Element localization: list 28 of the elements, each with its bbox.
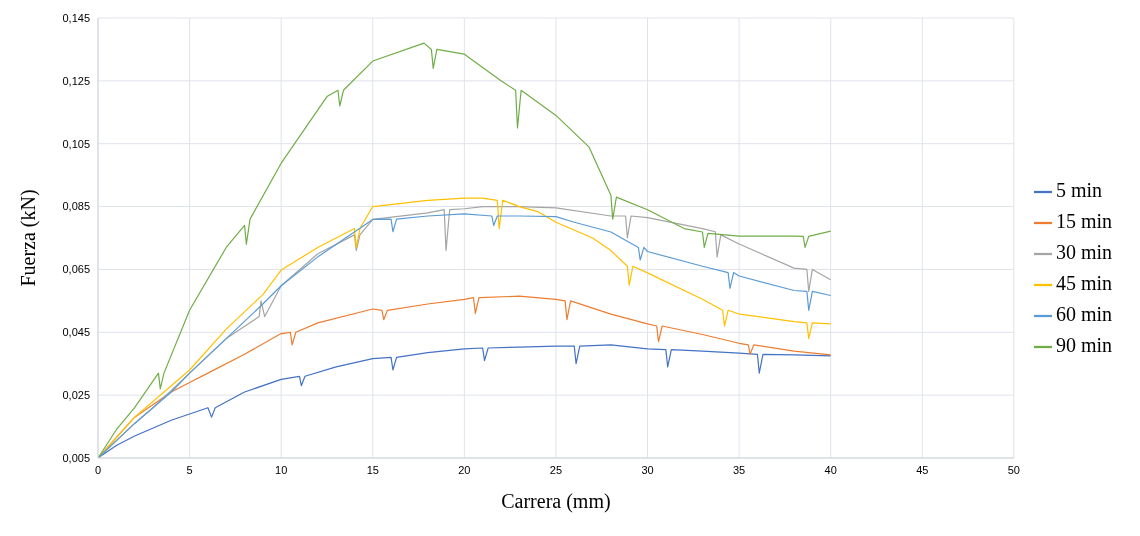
x-tick-label: 0 [94, 463, 102, 476]
legend-label: 60 min [1055, 303, 1112, 325]
y-tick-label: 0,145 [62, 11, 90, 24]
legend-label: 15 min [1055, 210, 1112, 232]
x-tick-label: 45 [916, 463, 929, 476]
y-tick-label: 0,005 [62, 451, 90, 464]
y-tick-label: 0,045 [62, 326, 90, 339]
x-tick-label: 25 [549, 463, 563, 476]
legend-label: 45 min [1055, 272, 1112, 294]
x-tick-label: 50 [1007, 463, 1020, 476]
x-tick-label: 20 [458, 463, 471, 476]
y-tick-label: 0,105 [62, 137, 90, 150]
x-tick-label: 10 [275, 463, 288, 476]
y-tick-label: 0,085 [62, 200, 90, 213]
legend-label: 90 min [1055, 334, 1112, 356]
x-tick-label: 35 [732, 463, 746, 476]
x-tick-label: 30 [641, 463, 654, 476]
x-axis-title: Carrera (mm) [501, 490, 611, 513]
y-tick-label: 0,125 [62, 74, 90, 87]
legend-label: 30 min [1055, 241, 1112, 263]
x-tick-label: 5 [186, 463, 193, 476]
y-tick-label: 0,065 [62, 263, 90, 276]
line-series [98, 42, 832, 458]
legend-label: 5 min [1055, 179, 1102, 201]
x-tick-label: 15 [366, 463, 379, 476]
x-tick-label: 40 [824, 463, 837, 476]
y-tick-label: 0,025 [62, 389, 90, 402]
y-axis-title: Fuerza (kN) [17, 189, 41, 287]
